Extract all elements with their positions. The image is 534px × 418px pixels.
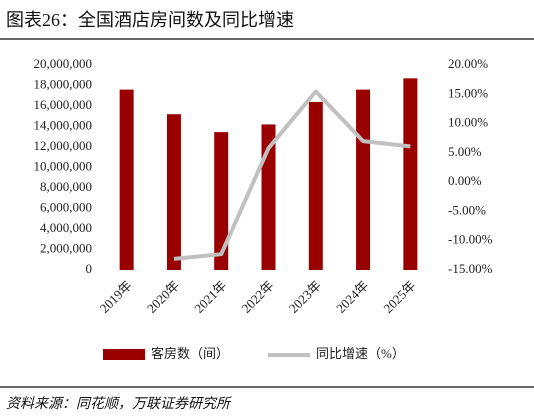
y2-tick-label: 0.00% xyxy=(448,173,482,188)
source: 资料来源：同花顺，万联证券研究所 xyxy=(6,396,232,412)
y2-tick-label: -5.00% xyxy=(448,202,486,217)
y2-tick-label: 10.00% xyxy=(448,115,488,130)
bar xyxy=(166,114,181,270)
x-tick-label: 2022年 xyxy=(239,278,277,316)
y2-tick-label: -15.00% xyxy=(448,261,493,276)
y-tick-label: 20,000,000 xyxy=(34,56,93,71)
line xyxy=(173,89,411,261)
x-tick-label: 2025年 xyxy=(380,278,418,316)
y-tick-label: 4,000,000 xyxy=(40,220,92,235)
y2-tick-label: 5.00% xyxy=(448,144,482,159)
bar xyxy=(119,89,134,270)
legend-swatch xyxy=(103,349,145,360)
bar xyxy=(214,132,229,270)
x-tick-label: 2020年 xyxy=(144,278,182,316)
y2-tick-label: 15.00% xyxy=(448,85,488,100)
bar xyxy=(403,78,418,270)
y-tick-label: 16,000,000 xyxy=(34,97,93,112)
y2-tick-label: -10.00% xyxy=(448,232,493,247)
y-tick-label: 14,000,000 xyxy=(34,117,93,132)
y-tick-label: 2,000,000 xyxy=(40,240,92,255)
y-tick-label: 0 xyxy=(86,261,93,276)
x-tick-label: 2021年 xyxy=(191,278,229,316)
x-tick-label: 2023年 xyxy=(286,278,324,316)
y-tick-label: 12,000,000 xyxy=(34,138,93,153)
y-tick-label: 18,000,000 xyxy=(34,76,93,91)
bar xyxy=(356,89,371,270)
y2-tick-label: 20.00% xyxy=(448,56,488,71)
y-tick-label: 8,000,000 xyxy=(40,179,92,194)
legend-label: 同比增速（%） xyxy=(316,346,405,361)
y-tick-label: 6,000,000 xyxy=(40,199,92,214)
legend-label: 客房数（间） xyxy=(151,346,229,361)
x-tick-label: 2024年 xyxy=(333,278,371,316)
chart-title: 图表26：全国酒店房间数及同比增速 xyxy=(6,10,294,30)
x-tick-label: 2019年 xyxy=(97,278,135,316)
y-tick-label: 10,000,000 xyxy=(34,158,93,173)
bar xyxy=(308,101,323,271)
